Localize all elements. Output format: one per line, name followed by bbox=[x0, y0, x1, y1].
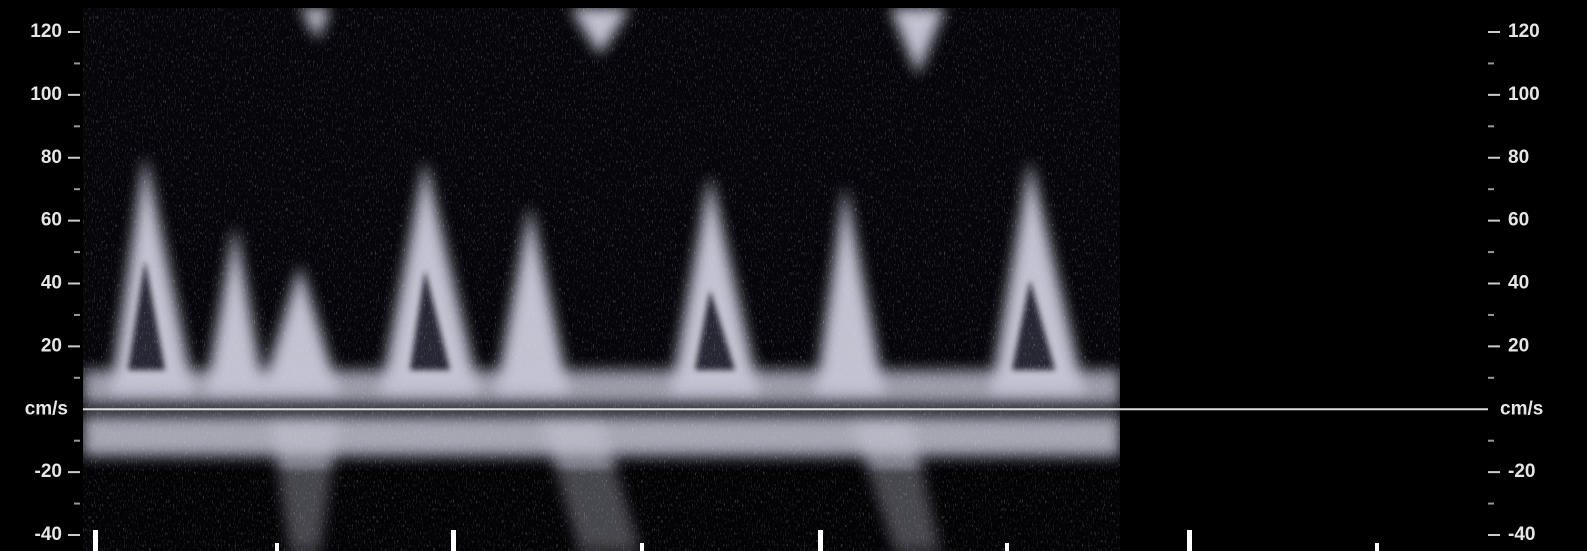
y-tick-label: cm/s bbox=[25, 398, 68, 419]
y-tick-label-right: 120 bbox=[1508, 21, 1540, 42]
y-tick-label: -40 bbox=[35, 524, 62, 545]
y-tick-label: 60 bbox=[41, 210, 62, 231]
spectrum bbox=[83, 8, 1120, 551]
time-markers bbox=[93, 530, 1379, 551]
y-tick-label: 40 bbox=[41, 273, 62, 294]
y-tick-label: 20 bbox=[41, 335, 62, 356]
y-tick-label-right: cm/s bbox=[1500, 398, 1543, 419]
y-tick-label: 120 bbox=[30, 21, 62, 42]
y-tick-label-right: -40 bbox=[1508, 524, 1535, 545]
y-tick-label-right: -20 bbox=[1508, 461, 1535, 482]
y-tick-label-right: 60 bbox=[1508, 210, 1529, 231]
y-tick-label-right: 20 bbox=[1508, 335, 1529, 356]
y-tick-label-right: 80 bbox=[1508, 147, 1529, 168]
y-tick-label-right: 40 bbox=[1508, 273, 1529, 294]
y-tick-label: 100 bbox=[30, 84, 62, 105]
y-tick-label-right: 100 bbox=[1508, 84, 1540, 105]
y-tick-label: 80 bbox=[41, 147, 62, 168]
y-tick-label: -20 bbox=[35, 461, 62, 482]
